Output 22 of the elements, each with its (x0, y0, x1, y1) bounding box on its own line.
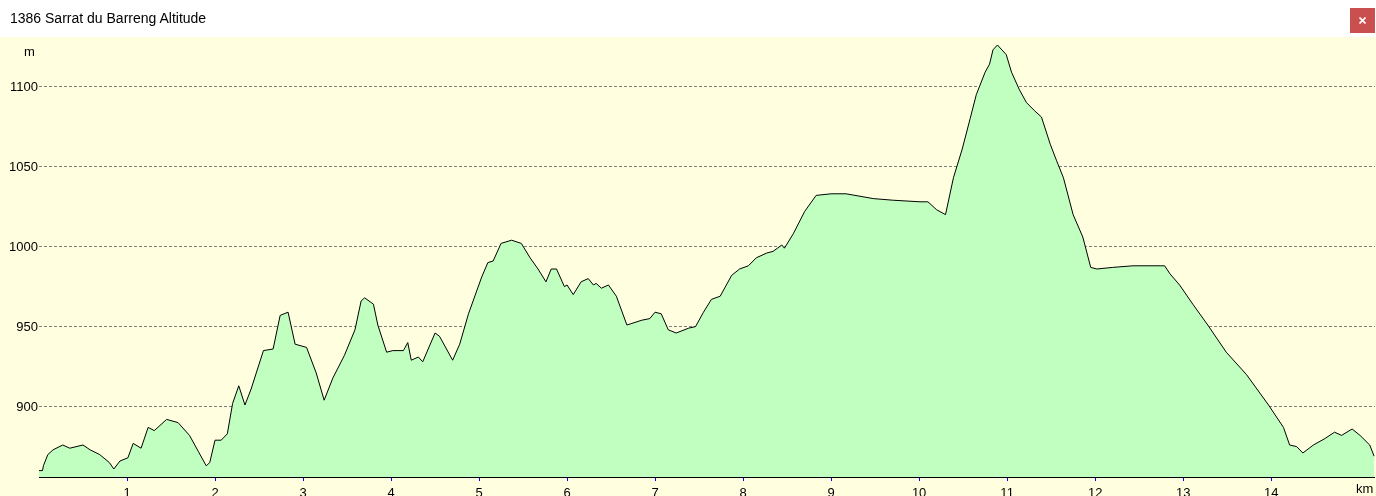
x-tick-label: 4 (387, 484, 395, 496)
x-tick-label: 5 (475, 484, 483, 496)
chart-title: 1386 Sarrat du Barreng Altitude (10, 10, 207, 27)
x-axis-title: km (1356, 481, 1374, 496)
x-tick-label: 13 (1175, 484, 1191, 496)
x-tick-label: 9 (827, 484, 835, 496)
x-tick-label: 7 (651, 484, 659, 496)
x-tick-label: 8 (739, 484, 747, 496)
x-tick-label: 3 (299, 484, 307, 496)
y-tick-label: 1000 (9, 239, 38, 255)
x-tick-label: 2 (211, 484, 219, 496)
x-tick-label: 10 (911, 484, 927, 496)
y-axis-title: m (24, 44, 35, 59)
y-tick-label: 1050 (9, 159, 38, 175)
x-tick-label: 14 (1263, 484, 1279, 496)
y-tick-label: 1100 (10, 79, 38, 95)
x-tick-label: 11 (1000, 484, 1014, 496)
x-tick-label: 12 (1087, 484, 1103, 496)
x-tick-label: 6 (563, 484, 571, 496)
y-tick-label: 950 (16, 319, 38, 335)
y-tick-label: 900 (16, 399, 38, 415)
x-tick-label: 1 (123, 484, 131, 496)
